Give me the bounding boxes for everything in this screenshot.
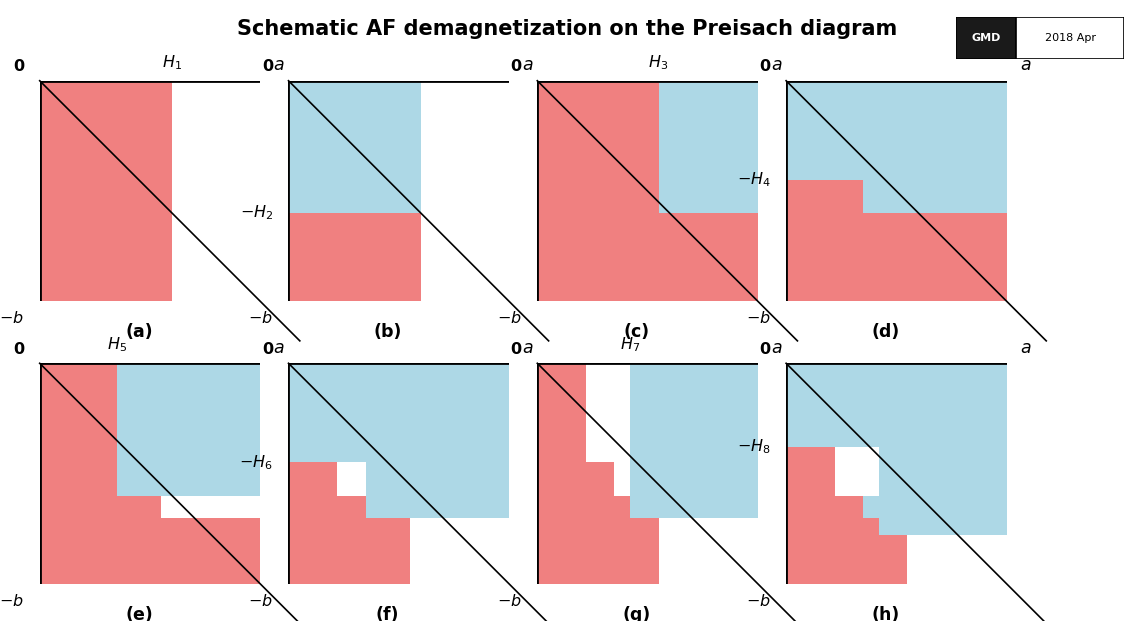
Text: $\mathit{a}$: $\mathit{a}$ (771, 338, 782, 356)
Bar (786, 81, 1007, 180)
Bar (863, 213, 1007, 301)
Bar (879, 447, 1007, 496)
Bar (863, 496, 1007, 518)
Text: $\mathit{a}$: $\mathit{a}$ (273, 338, 285, 356)
Bar (40, 363, 117, 584)
Text: $-\mathit{b}$: $-\mathit{b}$ (248, 592, 273, 609)
Text: $H_5$: $H_5$ (107, 336, 127, 355)
Bar (117, 363, 260, 496)
Text: 0: 0 (14, 342, 24, 356)
Text: $-\mathit{b}$: $-\mathit{b}$ (248, 310, 273, 326)
Bar (1016, 17, 1124, 59)
Text: $-H_2$: $-H_2$ (239, 204, 273, 222)
Bar (786, 447, 835, 584)
Text: $\mathit{a}$: $\mathit{a}$ (1019, 56, 1031, 74)
Bar (659, 213, 758, 301)
Bar (863, 518, 879, 584)
Bar (337, 496, 365, 584)
Text: $H_1$: $H_1$ (162, 53, 181, 72)
Text: $-H_8$: $-H_8$ (737, 438, 771, 456)
Text: $\mathit{a}$: $\mathit{a}$ (273, 56, 285, 74)
Text: $-\mathit{b}$: $-\mathit{b}$ (0, 592, 24, 609)
Bar (786, 363, 1007, 447)
Bar (956, 17, 1016, 59)
Bar (835, 518, 1007, 535)
Text: $H_7$: $H_7$ (620, 336, 640, 355)
Bar (586, 463, 615, 584)
Text: (e): (e) (125, 606, 153, 621)
Bar (615, 496, 629, 584)
Text: $-H_6$: $-H_6$ (239, 453, 273, 472)
Bar (40, 81, 172, 301)
Text: (d): (d) (871, 323, 899, 341)
Text: 0: 0 (262, 342, 273, 356)
Text: (h): (h) (871, 606, 899, 621)
Text: $H_3$: $H_3$ (649, 53, 669, 72)
Bar (659, 81, 758, 213)
Text: (b): (b) (373, 323, 401, 341)
Bar (835, 496, 863, 584)
Text: (g): (g) (623, 606, 651, 621)
Text: 0: 0 (14, 59, 24, 74)
Text: (a): (a) (125, 323, 153, 341)
Text: 0: 0 (262, 59, 273, 74)
Bar (117, 496, 161, 584)
Bar (365, 518, 409, 584)
Text: $-\mathit{b}$: $-\mathit{b}$ (0, 310, 24, 326)
Text: 0: 0 (510, 342, 522, 356)
Bar (538, 363, 586, 584)
Bar (288, 81, 421, 213)
Bar (288, 363, 509, 463)
Bar (337, 496, 509, 518)
Bar (629, 518, 659, 584)
Text: $\mathit{a}$: $\mathit{a}$ (522, 56, 534, 74)
Text: $-H_4$: $-H_4$ (737, 171, 771, 189)
Bar (863, 180, 1007, 213)
Bar (538, 81, 659, 301)
Text: $\mathit{a}$: $\mathit{a}$ (1019, 338, 1031, 356)
Bar (161, 518, 260, 584)
Text: $-\mathit{b}$: $-\mathit{b}$ (746, 592, 771, 609)
Text: 0: 0 (760, 59, 771, 74)
Bar (288, 213, 421, 301)
Text: Schematic AF demagnetization on the Preisach diagram: Schematic AF demagnetization on the Prei… (237, 19, 897, 39)
Text: $-\mathit{b}$: $-\mathit{b}$ (497, 592, 522, 609)
Text: GMD: GMD (972, 33, 1001, 43)
Text: (c): (c) (624, 323, 650, 341)
Text: $\mathit{a}$: $\mathit{a}$ (522, 338, 534, 356)
Bar (288, 463, 337, 584)
Bar (629, 363, 758, 518)
Text: $-\mathit{b}$: $-\mathit{b}$ (497, 310, 522, 326)
Text: (f): (f) (376, 606, 399, 621)
Bar (879, 535, 907, 584)
Bar (786, 180, 863, 301)
Text: 2018 Apr: 2018 Apr (1044, 33, 1095, 43)
Bar (365, 463, 509, 496)
Text: $-\mathit{b}$: $-\mathit{b}$ (746, 310, 771, 326)
Text: $\mathit{a}$: $\mathit{a}$ (771, 56, 782, 74)
Text: 0: 0 (760, 342, 771, 356)
Text: 0: 0 (510, 59, 522, 74)
